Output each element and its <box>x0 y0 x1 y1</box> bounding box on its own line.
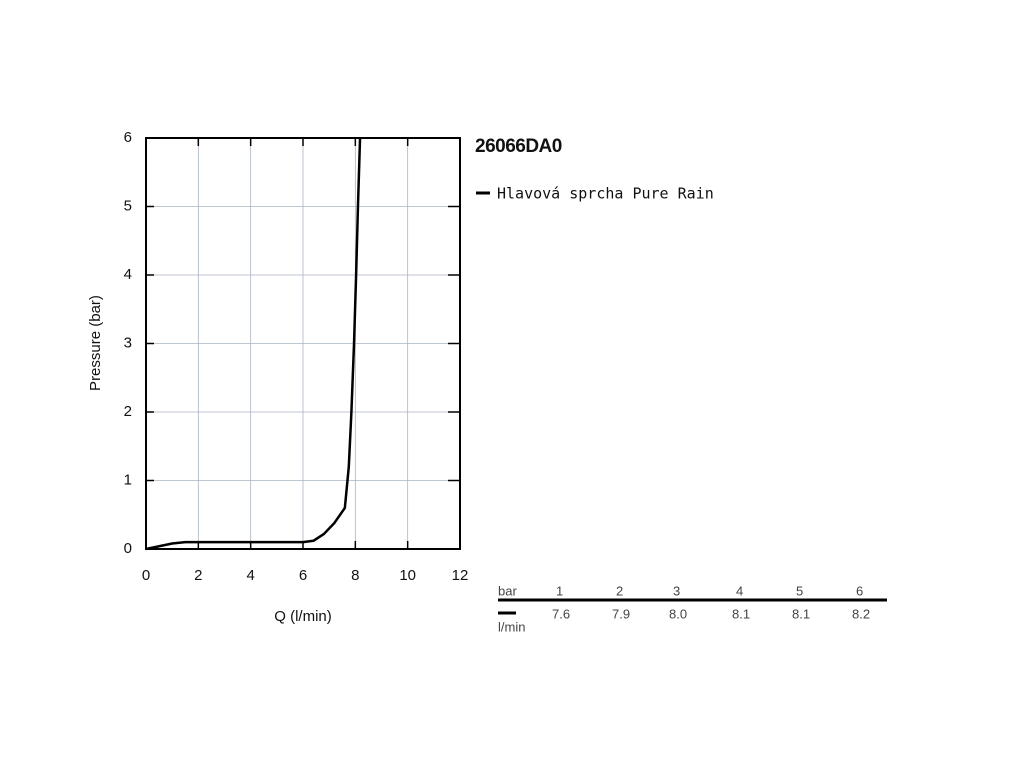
table-value: 7.6 <box>552 606 570 621</box>
table-unit-label: l/min <box>498 619 525 634</box>
x-tick-label: 2 <box>194 567 202 584</box>
y-tick-label: 2 <box>124 403 132 420</box>
table-column-label: 6 <box>856 583 863 598</box>
y-tick-label: 6 <box>124 129 132 146</box>
y-tick-label: 0 <box>124 540 132 557</box>
table-header-label: bar <box>498 583 517 598</box>
series-line <box>145 137 362 551</box>
table-value: 8.1 <box>792 606 810 621</box>
x-axis-label: Q (l/min) <box>274 608 332 625</box>
y-tick-label: 1 <box>124 471 132 488</box>
table-column-label: 2 <box>616 583 623 598</box>
table-value: 8.0 <box>669 606 687 621</box>
x-tick-label: 6 <box>299 567 307 584</box>
table-value: 8.1 <box>732 606 750 621</box>
y-axis-label: Pressure (bar) <box>87 295 104 391</box>
x-tick-label: 4 <box>246 567 254 584</box>
table-value: 7.9 <box>612 606 630 621</box>
y-tick-label: 3 <box>124 334 132 351</box>
x-tick-label: 8 <box>351 567 359 584</box>
x-tick-label: 10 <box>399 567 416 584</box>
x-tick-label: 0 <box>142 567 150 584</box>
table-value: 8.2 <box>852 606 870 621</box>
flow-table: bar l/min 1 7.6 2 7.9 3 8.0 4 8.1 5 8.1 6 8.2 <box>498 583 887 634</box>
legend-label: Hlavová sprcha Pure Rain <box>497 185 714 203</box>
y-tick-label: 5 <box>124 197 132 214</box>
table-column-label: 5 <box>796 583 803 598</box>
x-tick-label: 12 <box>452 567 469 584</box>
table-column-label: 1 <box>556 583 563 598</box>
table-column-label: 4 <box>736 583 743 598</box>
y-tick-label: 4 <box>124 266 132 283</box>
chart-title: 26066DA0 <box>475 136 562 157</box>
table-column-label: 3 <box>673 583 680 598</box>
plot-frame <box>145 137 461 550</box>
